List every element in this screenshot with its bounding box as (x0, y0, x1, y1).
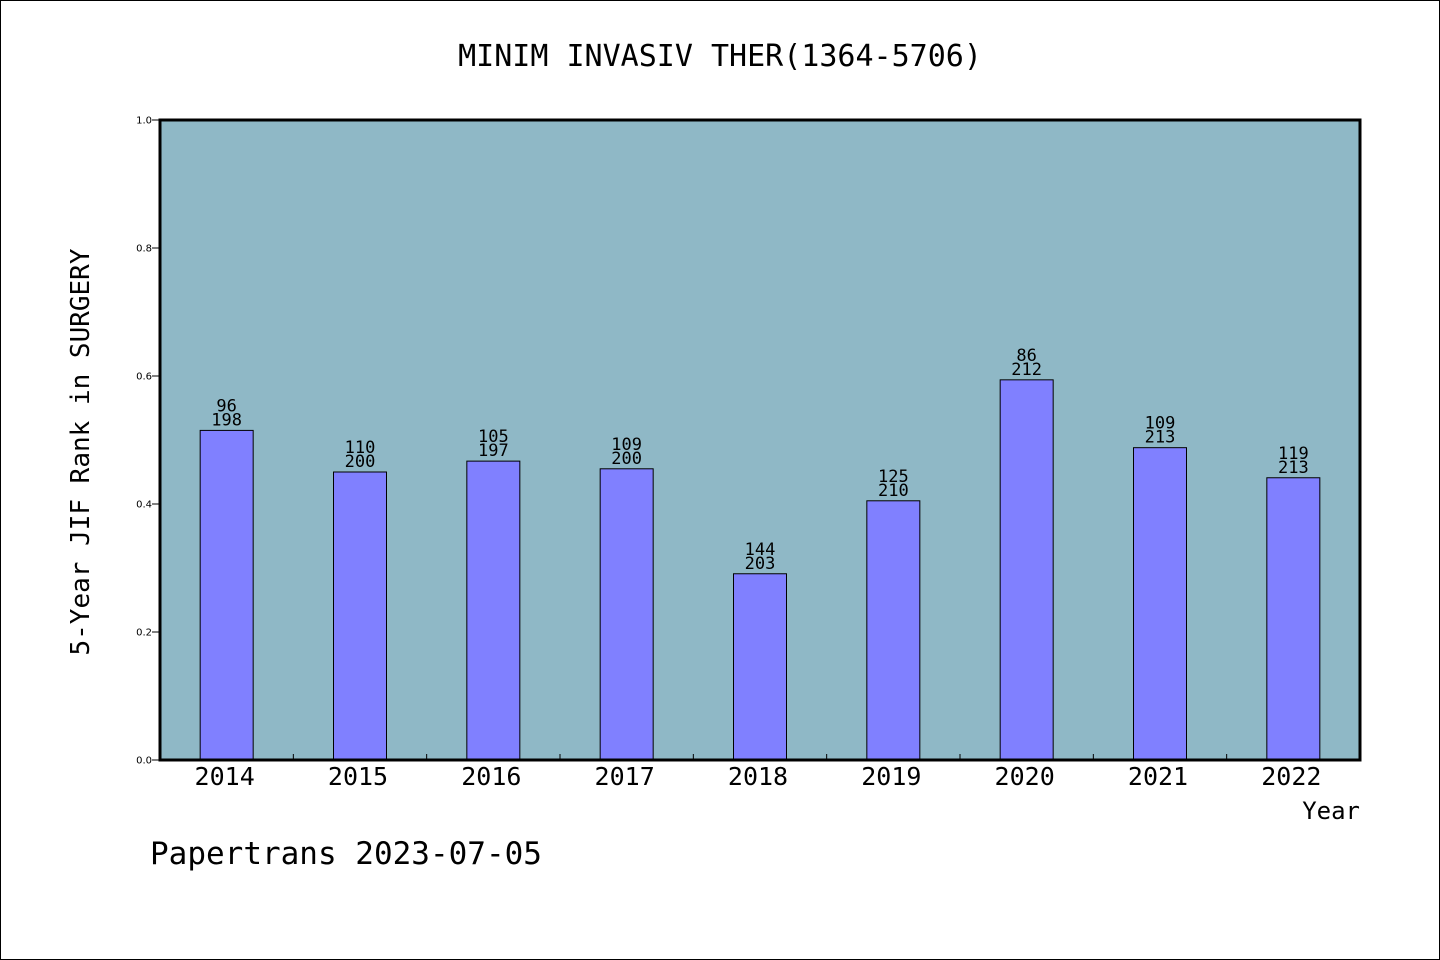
bar-total-label: 210 (878, 481, 909, 501)
bar-2014 (199, 429, 254, 761)
bar-2019 (866, 500, 921, 761)
bar-rank-label: 119 (1278, 444, 1309, 464)
bar-rank-label: 86 (1016, 346, 1036, 366)
bar-total-label: 198 (211, 410, 242, 430)
bar-total-label: 197 (478, 441, 509, 461)
x-tick-label: 2014 (195, 762, 255, 791)
y-tick-label: 1.0 (136, 116, 152, 127)
bar-rank-label: 110 (345, 438, 376, 458)
x-tick-label: 2015 (328, 762, 388, 791)
x-tick-label: 2017 (595, 762, 655, 791)
bar-2015 (333, 471, 387, 761)
chart-title: MINIM INVASIV THER(1364-5706) (458, 39, 982, 74)
bar-2021 (1133, 447, 1187, 761)
x-tick-label: 2018 (728, 762, 788, 791)
bar-2017 (599, 468, 654, 761)
bar-rank-label: 144 (745, 540, 776, 560)
footer-credit: Papertrans 2023-07-05 (150, 836, 542, 872)
bar-total-label: 213 (1145, 428, 1176, 448)
y-axis-ticks: 0.0 0.2 0.4 0.6 0.8 1.0 (136, 116, 160, 767)
x-axis-ticks: 2014 2015 2016 2017 2018 2019 2020 2021 2022 (195, 754, 1321, 791)
y-tick-label: 0.4 (136, 500, 152, 511)
y-tick-label: 0.2 (136, 628, 152, 639)
bar-rank-label: 96 (216, 396, 236, 416)
plot-border (158, 118, 1362, 762)
bar-rank-label: 105 (478, 427, 509, 447)
bar-rank-label: 109 (1145, 414, 1176, 434)
bar-2022 (1266, 477, 1321, 761)
bar-total-label: 200 (345, 452, 376, 472)
bar-total-label: 203 (745, 554, 776, 574)
x-tick-label: 2020 (995, 762, 1055, 791)
y-tick-label: 0.6 (136, 372, 152, 383)
y-tick-label: 0.8 (136, 244, 152, 255)
bar-total-label: 212 (1011, 360, 1042, 380)
bar-total-label: 213 (1278, 458, 1309, 478)
bar-2016 (466, 460, 521, 761)
bar-total-label: 200 (611, 449, 642, 469)
bar-rank-label: 125 (878, 467, 909, 487)
bar-2018 (733, 573, 787, 761)
bar-2020 (999, 379, 1054, 761)
x-tick-label: 2019 (861, 762, 921, 791)
x-tick-label: 2021 (1128, 762, 1188, 791)
bar-rank-label: 109 (611, 435, 642, 455)
bars-group (199, 379, 1321, 761)
x-axis-label: Year (1302, 797, 1360, 825)
y-axis-label: 5-Year JIF Rank in SURGERY (66, 248, 96, 655)
x-tick-label: 2016 (461, 762, 521, 791)
x-tick-label: 2022 (1261, 762, 1321, 791)
y-tick-label: 0.0 (136, 756, 152, 767)
